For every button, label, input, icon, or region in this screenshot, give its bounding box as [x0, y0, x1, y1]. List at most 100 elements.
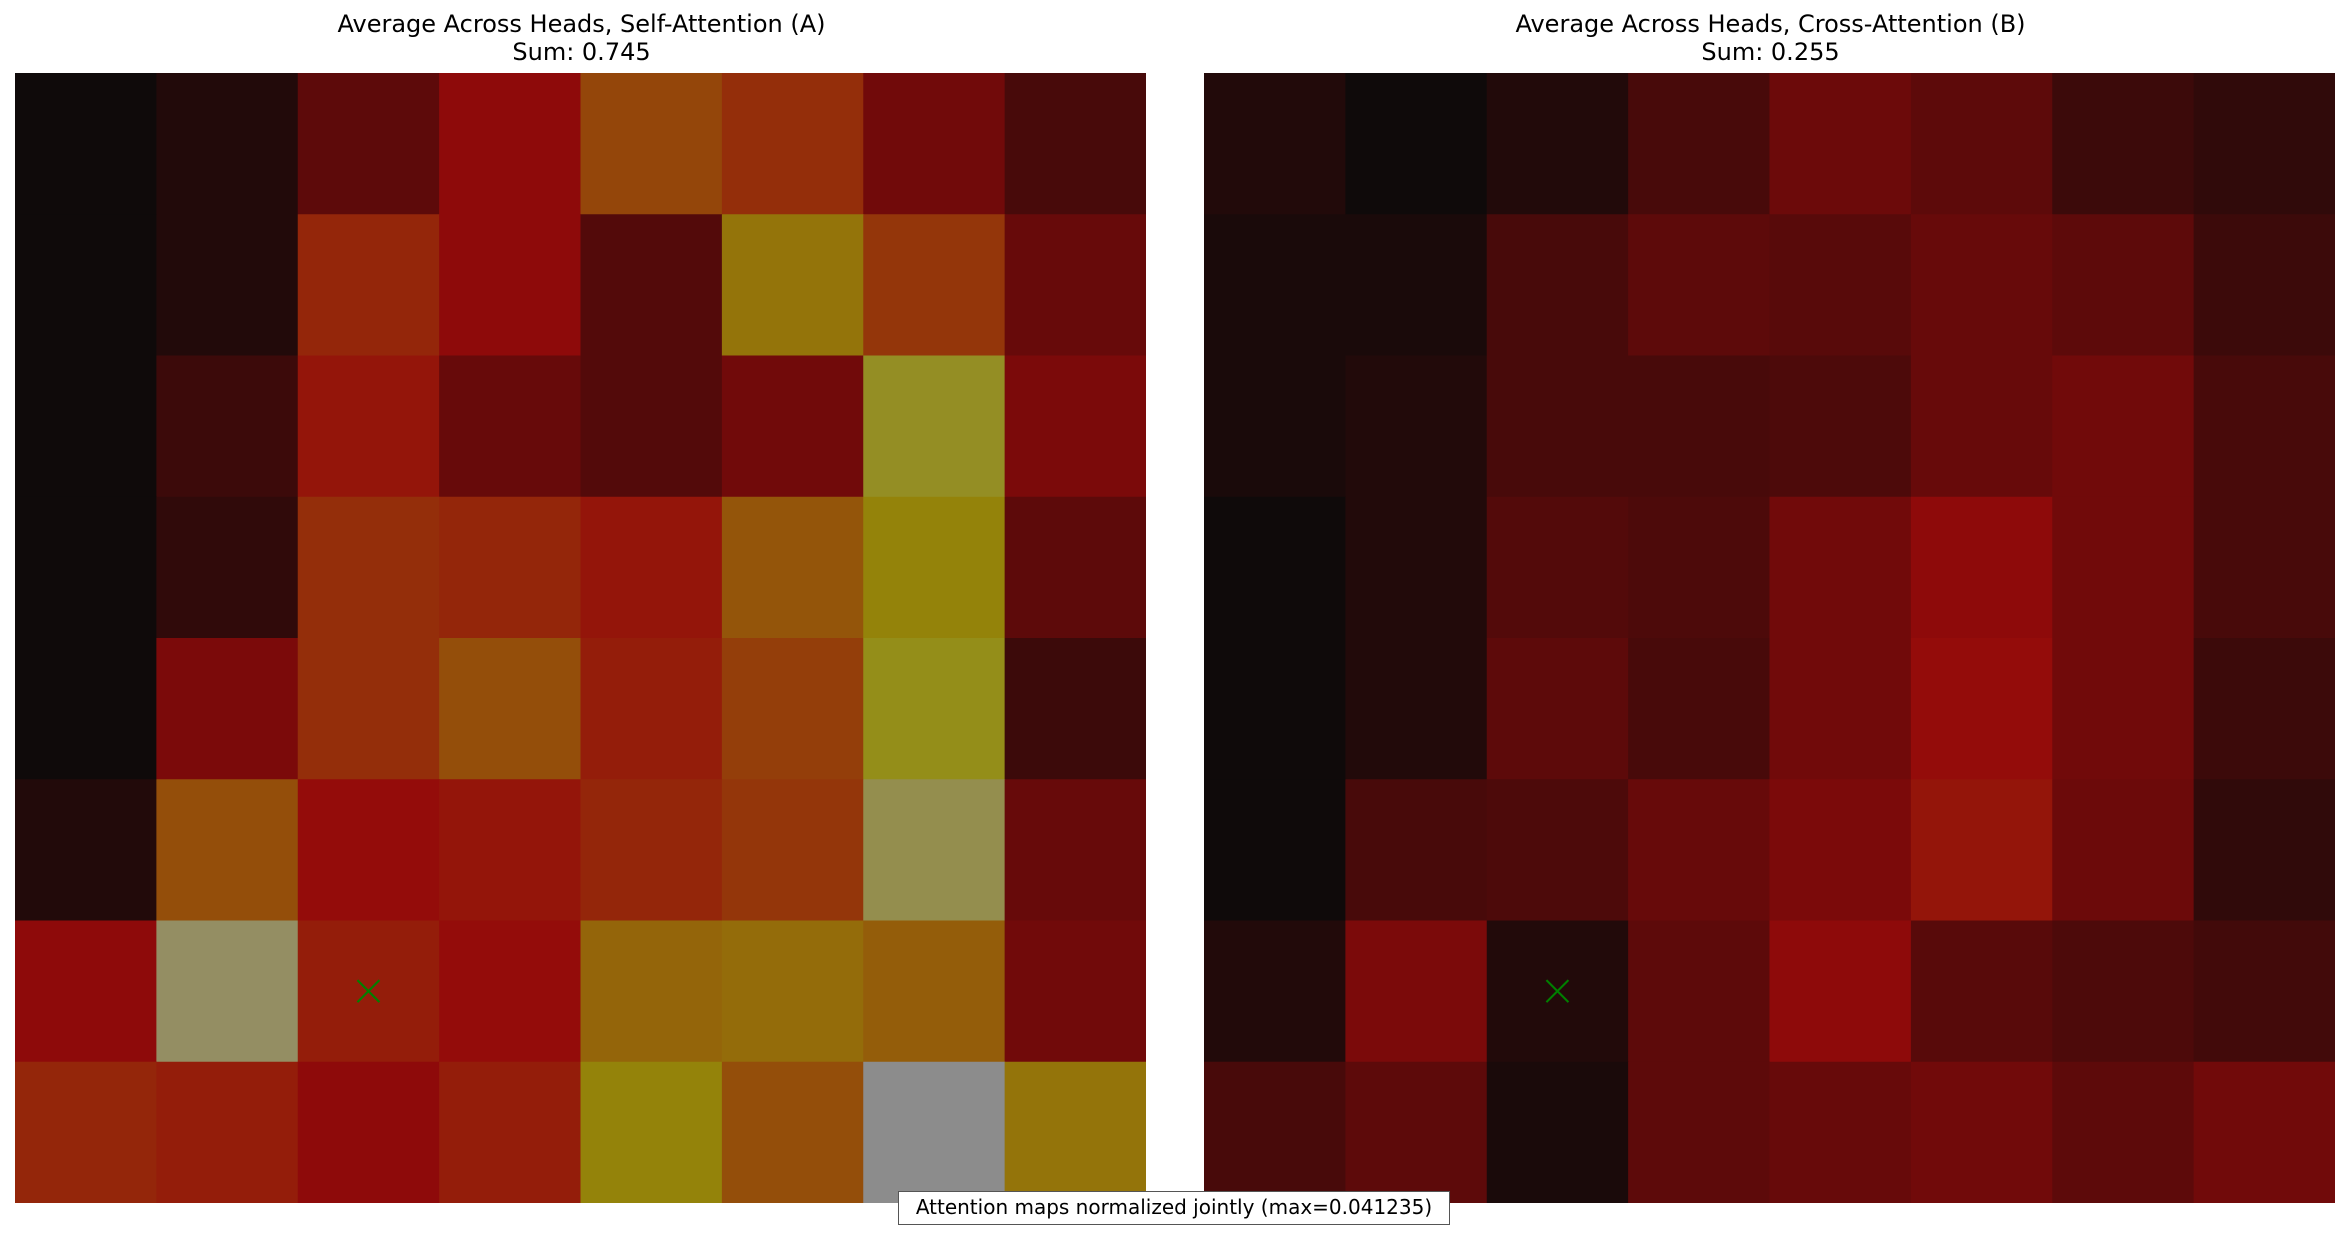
cross-attention-cell-r0-c1 — [1345, 73, 1488, 215]
cross-attention-cell-r2-c6 — [2052, 355, 2195, 498]
self-attention-cell-r7-c0 — [15, 1061, 157, 1203]
self-attention-cell-r0-c6 — [863, 73, 1006, 215]
cross-attention-cell-r2-c1 — [1345, 355, 1488, 498]
cross-attention-cell-r6-c6 — [2052, 920, 2195, 1063]
self-attention-cell-r4-c6 — [863, 638, 1006, 780]
self-attention-cell-r0-c2 — [297, 73, 440, 215]
self-attention-cell-r5-c1 — [156, 779, 299, 922]
self-attention-cell-r6-c4 — [580, 920, 723, 1063]
cross-attention-cell-r4-c3 — [1628, 638, 1771, 780]
cross-attention-cell-r0-c2 — [1486, 73, 1629, 215]
self-attention-cell-r2-c3 — [439, 355, 582, 498]
cross-attention-cell-r4-c4 — [1769, 638, 1912, 780]
self-attention-cell-r1-c7 — [1004, 214, 1146, 357]
cross-attention-cell-r1-c6 — [2052, 214, 2195, 357]
self-attention-cell-r5-c7 — [1004, 779, 1146, 922]
cross-attention-cell-r7-c6 — [2052, 1061, 2195, 1203]
self-attention-cell-r0-c1 — [156, 73, 299, 215]
self-attention-cell-r3-c7 — [1004, 496, 1146, 639]
normalization-caption: Attention maps normalized jointly (max=0… — [898, 1191, 1450, 1225]
cross-attention-cell-r0-c4 — [1769, 73, 1912, 215]
self-attention-cell-r7-c1 — [156, 1061, 299, 1203]
self-attention-cell-r4-c7 — [1004, 638, 1146, 780]
self-attention-cell-r4-c4 — [580, 638, 723, 780]
self-attention-cell-r1-c6 — [863, 214, 1006, 357]
cross-attention-cell-r7-c1 — [1345, 1061, 1488, 1203]
self-attention-cell-r7-c3 — [439, 1061, 582, 1203]
cross-attention-cell-r7-c7 — [2193, 1061, 2335, 1203]
cross-attention-cell-r6-c4 — [1769, 920, 1912, 1063]
cross-attention-panel: Average Across Heads, Cross-Attention (B… — [1204, 0, 2337, 1203]
self-attention-cell-r4-c5 — [721, 638, 864, 780]
self-attention-cell-r0-c0 — [15, 73, 157, 215]
self-attention-cell-r0-c3 — [439, 73, 582, 215]
self-attention-cell-r0-c4 — [580, 73, 723, 215]
self-attention-sum: Sum: 0.745 — [512, 38, 651, 66]
cross-attention-cell-r3-c2 — [1486, 496, 1629, 639]
cross-attention-cell-r4-c5 — [1910, 638, 2053, 780]
cross-attention-cell-r5-c6 — [2052, 779, 2195, 922]
self-attention-cell-r2-c6 — [863, 355, 1006, 498]
self-attention-cell-r4-c1 — [156, 638, 299, 780]
self-attention-cell-r6-c1 — [156, 920, 299, 1063]
self-attention-cell-r5-c2 — [297, 779, 440, 922]
cross-attention-cell-r0-c5 — [1910, 73, 2053, 215]
cross-attention-cell-r7-c2 — [1486, 1061, 1629, 1203]
self-attention-cell-r7-c2 — [297, 1061, 440, 1203]
self-attention-cell-r6-c0 — [15, 920, 157, 1063]
cross-attention-cell-r1-c0 — [1204, 214, 1346, 357]
cross-attention-cell-r6-c3 — [1628, 920, 1771, 1063]
cross-attention-cell-r0-c7 — [2193, 73, 2335, 215]
cross-attention-cell-r5-c0 — [1204, 779, 1346, 922]
self-attention-cell-r4-c0 — [15, 638, 157, 780]
cross-attention-cell-r1-c2 — [1486, 214, 1629, 357]
self-attention-cell-r3-c3 — [439, 496, 582, 639]
cross-attention-cell-r1-c3 — [1628, 214, 1771, 357]
cross-attention-cell-r7-c5 — [1910, 1061, 2053, 1203]
self-attention-query-marker — [356, 979, 381, 1003]
cross-attention-cell-r4-c7 — [2193, 638, 2335, 780]
self-attention-cell-r2-c4 — [580, 355, 723, 498]
self-attention-heatmap — [15, 73, 1146, 1203]
cross-attention-cell-r3-c1 — [1345, 496, 1488, 639]
cross-attention-cell-r6-c5 — [1910, 920, 2053, 1063]
self-attention-cell-r1-c0 — [15, 214, 157, 357]
self-attention-cell-r5-c5 — [721, 779, 864, 922]
self-attention-cell-r3-c0 — [15, 496, 157, 639]
cross-attention-cell-r5-c7 — [2193, 779, 2335, 922]
self-attention-cell-r3-c5 — [721, 496, 864, 639]
cross-attention-cell-r6-c7 — [2193, 920, 2335, 1063]
self-attention-cell-r3-c2 — [297, 496, 440, 639]
self-attention-cell-r6-c3 — [439, 920, 582, 1063]
self-attention-cell-r5-c4 — [580, 779, 723, 922]
cross-attention-cell-r2-c7 — [2193, 355, 2335, 498]
self-attention-cell-r4-c3 — [439, 638, 582, 780]
cross-attention-heatmap — [1204, 73, 2335, 1203]
self-attention-cell-r2-c0 — [15, 355, 157, 498]
self-attention-title: Average Across Heads, Self-Attention (A)… — [15, 10, 1148, 66]
cross-attention-cell-r3-c4 — [1769, 496, 1912, 639]
cross-attention-cell-r6-c1 — [1345, 920, 1488, 1063]
self-attention-cell-r6-c7 — [1004, 920, 1146, 1063]
self-attention-cell-r3-c4 — [580, 496, 723, 639]
cross-attention-cell-r1-c5 — [1910, 214, 2053, 357]
self-attention-cell-r2-c1 — [156, 355, 299, 498]
cross-attention-cell-r2-c3 — [1628, 355, 1771, 498]
self-attention-cell-r7-c7 — [1004, 1061, 1146, 1203]
cross-attention-cell-r4-c2 — [1486, 638, 1629, 780]
cross-attention-cell-r3-c0 — [1204, 496, 1346, 639]
cross-attention-title: Average Across Heads, Cross-Attention (B… — [1204, 10, 2337, 66]
cross-attention-sum: Sum: 0.255 — [1701, 38, 1840, 66]
self-attention-cell-r2-c5 — [721, 355, 864, 498]
self-attention-cell-r4-c2 — [297, 638, 440, 780]
cross-attention-cell-r1-c7 — [2193, 214, 2335, 357]
self-attention-cell-r0-c5 — [721, 73, 864, 215]
cross-attention-cell-r5-c1 — [1345, 779, 1488, 922]
cross-attention-title-text: Average Across Heads, Cross-Attention (B… — [1515, 10, 2026, 38]
cross-attention-cell-r6-c0 — [1204, 920, 1346, 1063]
self-attention-title-text: Average Across Heads, Self-Attention (A) — [337, 10, 826, 38]
cross-attention-cell-r5-c3 — [1628, 779, 1771, 922]
cross-attention-cell-r5-c2 — [1486, 779, 1629, 922]
cross-attention-cell-r3-c5 — [1910, 496, 2053, 639]
self-attention-cell-r1-c4 — [580, 214, 723, 357]
